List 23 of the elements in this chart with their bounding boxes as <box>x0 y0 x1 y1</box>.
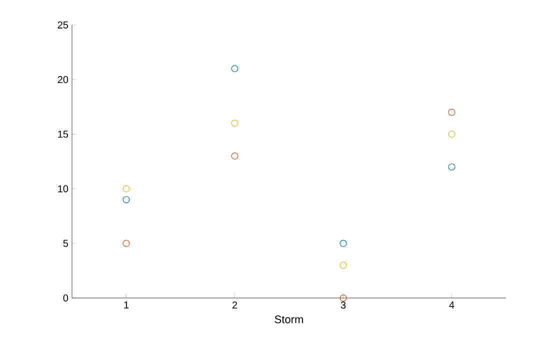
x-tick-label: 3 <box>340 302 346 309</box>
point <box>448 130 456 138</box>
point <box>448 163 456 170</box>
point <box>231 65 238 72</box>
y-tick-label: 20 <box>58 76 68 84</box>
point <box>340 240 347 247</box>
point <box>340 294 347 302</box>
point <box>340 262 347 269</box>
point <box>231 120 238 127</box>
point <box>122 185 130 192</box>
x-tick-label: 4 <box>449 302 454 308</box>
x-tick-label: 2 <box>232 302 238 308</box>
x-axis-title: Storm <box>274 315 303 324</box>
y-tick-label: 0 <box>63 294 68 302</box>
point <box>448 108 456 116</box>
x-tick-label: 1 <box>124 302 129 308</box>
y-tick-label: 5 <box>63 240 68 247</box>
y-tick-label: 10 <box>58 185 68 192</box>
point <box>231 152 238 160</box>
y-tick-label: 15 <box>58 130 68 138</box>
y-tick-label: 25 <box>58 21 68 29</box>
point <box>122 240 130 247</box>
point <box>122 196 130 204</box>
